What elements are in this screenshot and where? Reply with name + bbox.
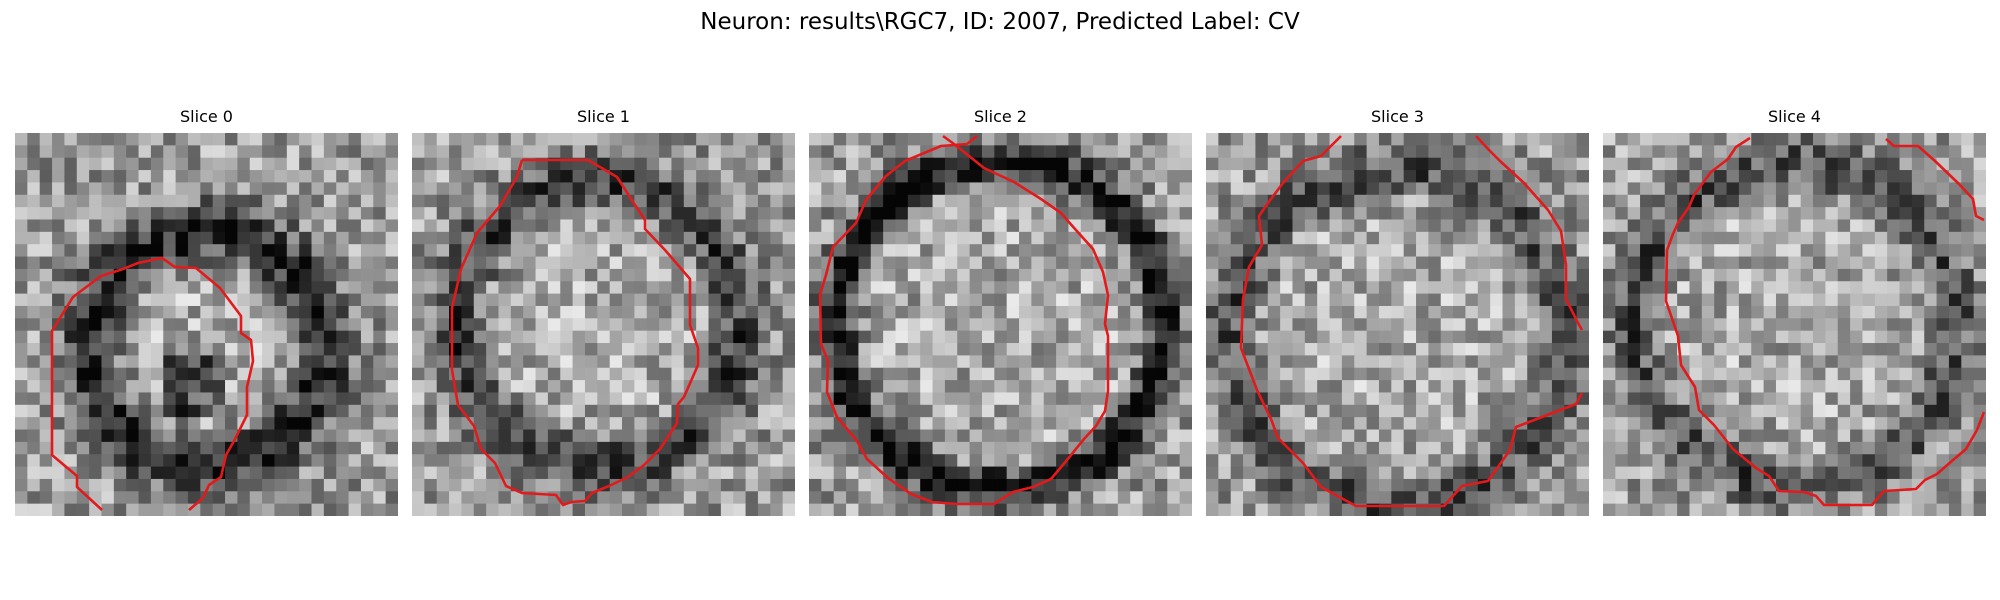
slice-image (1603, 133, 1986, 516)
cell-contour (1239, 135, 1584, 508)
cell-contour-edge (1475, 135, 1584, 331)
slice-image (1206, 133, 1589, 516)
cell-contour (450, 158, 700, 507)
slice-title: Slice 3 (1371, 107, 1424, 126)
pixel-grid (809, 133, 1192, 516)
slice-title: Slice 4 (1768, 107, 1821, 126)
pixel-grid (1603, 133, 1986, 516)
pixel-grid (412, 133, 795, 516)
pixel-grid (15, 133, 398, 516)
figure-title: Neuron: results\RGC7, ID: 2007, Predicte… (700, 9, 1300, 35)
cell-contour (818, 134, 1110, 506)
slice-title: Slice 1 (577, 107, 630, 126)
slice-title: Slice 0 (180, 107, 233, 126)
cell-contour (50, 256, 255, 511)
cell-contour-edge (1885, 138, 1985, 222)
slice-image (412, 133, 795, 516)
slice-image (15, 133, 398, 516)
slice-image (809, 133, 1192, 516)
cell-contour (1664, 136, 1986, 507)
slice-title: Slice 2 (974, 107, 1027, 126)
pixel-grid (1206, 133, 1589, 516)
